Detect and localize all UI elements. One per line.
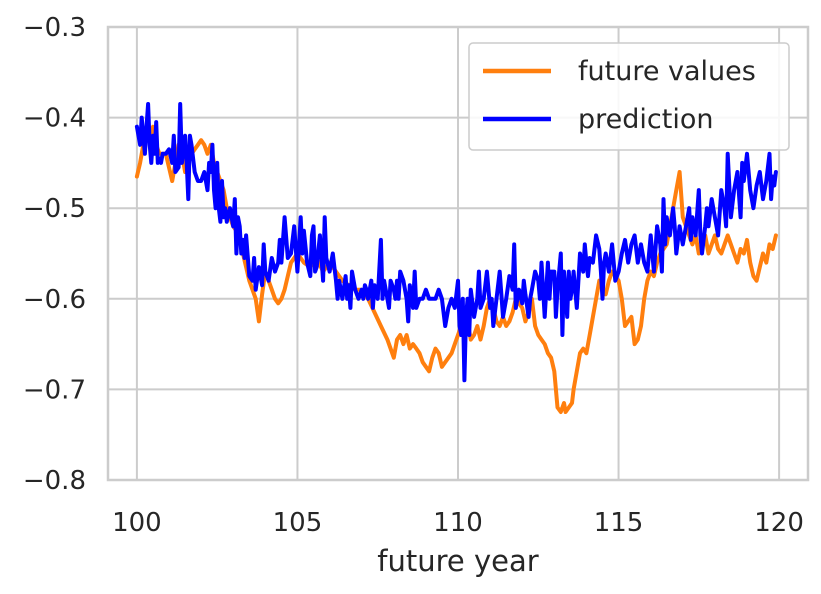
legend-label-prediction: prediction bbox=[578, 104, 713, 135]
y-tick-label: −0.6 bbox=[23, 285, 86, 315]
legend-label-future-values: future values bbox=[578, 56, 756, 87]
y-tick-label: −0.3 bbox=[23, 13, 86, 43]
series-line-prediction bbox=[134, 102, 778, 383]
x-tick-label: 105 bbox=[273, 508, 323, 538]
x-tick-label: 100 bbox=[112, 508, 162, 538]
y-tick-labels: −0.8 −0.7 −0.6 −0.5 −0.4 −0.3 bbox=[23, 13, 86, 496]
y-tick-label: −0.8 bbox=[23, 466, 86, 496]
x-axis-label: future year bbox=[377, 544, 538, 578]
series-line-future-values bbox=[134, 124, 778, 414]
x-tick-label: 120 bbox=[754, 508, 804, 538]
x-tick-label: 115 bbox=[594, 508, 644, 538]
series-layer bbox=[134, 102, 778, 414]
legend: future values prediction bbox=[468, 42, 790, 151]
y-tick-label: −0.7 bbox=[23, 375, 86, 405]
x-tick-label: 110 bbox=[433, 508, 483, 538]
y-tick-label: −0.5 bbox=[23, 194, 86, 224]
x-tick-labels: 100 105 110 115 120 bbox=[112, 508, 804, 538]
plot-frame bbox=[106, 25, 810, 482]
y-tick-label: −0.4 bbox=[23, 104, 86, 134]
